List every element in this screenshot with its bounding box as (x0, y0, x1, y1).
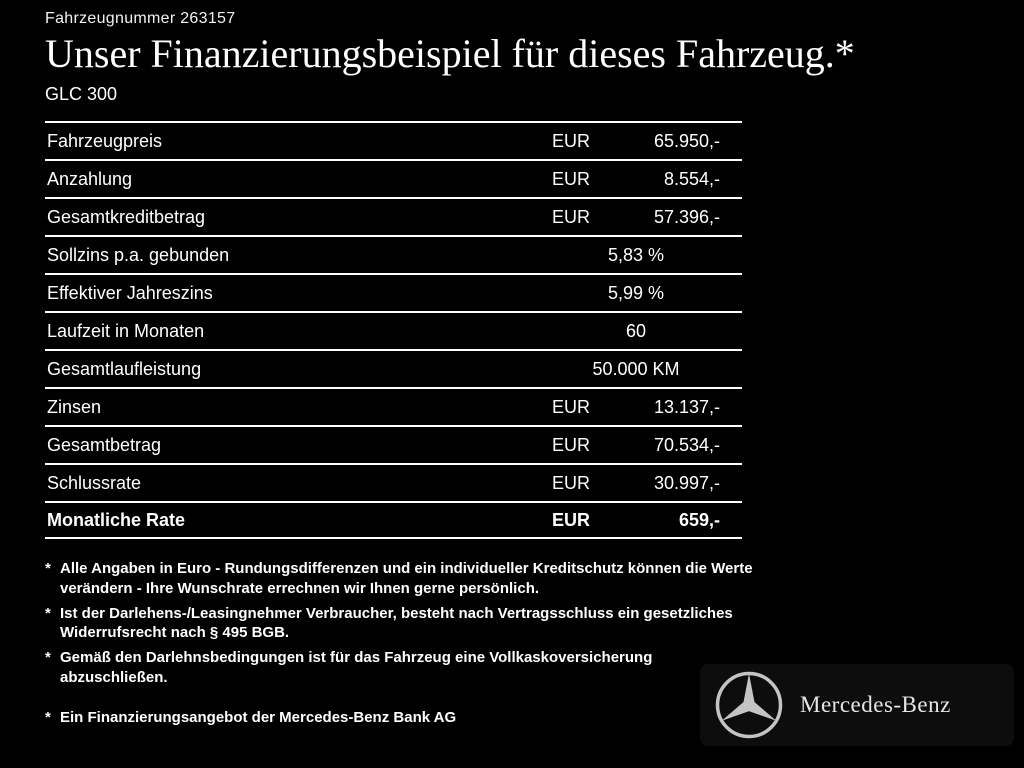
row-value: 65.950,- (653, 130, 720, 151)
row-value: 5,99 % (607, 282, 665, 303)
row-amount: 60 (552, 321, 720, 342)
page-title: Unser Finanzierungsbeispiel für dieses F… (45, 31, 855, 76)
table-row: Zinsen EUR 13.137,- (45, 387, 742, 425)
row-unit: EUR (552, 206, 591, 227)
footnote: * Ist der Darlehens-/Leasingnehmer Verbra… (45, 604, 760, 644)
footnotes-list: * Alle Angaben in Euro - Rundungsdifferen… (45, 559, 760, 688)
row-unit: EUR (552, 472, 591, 493)
row-unit: EUR (552, 396, 591, 417)
bank-note-wrap: * Ein Finanzierungsangebot der Mercedes-… (45, 708, 760, 728)
row-amount: EUR 30.997,- (552, 473, 720, 494)
row-unit: EUR (552, 509, 591, 530)
row-value: 50.000 KM (592, 358, 680, 379)
row-amount: EUR 8.554,- (552, 169, 720, 190)
row-value: 60 (625, 320, 647, 341)
row-label: Gesamtlaufleistung (47, 358, 202, 379)
row-value: 70.534,- (653, 434, 720, 455)
brand-block: Mercedes-Benz (700, 664, 1014, 746)
row-amount: 5,83 % (552, 245, 720, 266)
footnote-marker: * (45, 604, 51, 622)
row-label: Gesamtbetrag (47, 434, 162, 455)
mercedes-star-icon (715, 671, 783, 739)
bank-note-text: Ein Finanzierungsangebot der Mercedes-Be… (60, 708, 457, 726)
table-row: Gesamtbetrag EUR 70.534,- (45, 425, 742, 463)
row-label: Sollzins p.a. gebunden (47, 244, 230, 265)
row-amount: EUR 57.396,- (552, 207, 720, 228)
table-row: Laufzeit in Monaten 60 (45, 311, 742, 349)
row-unit: EUR (552, 168, 591, 189)
row-value: 30.997,- (653, 472, 720, 493)
table-row: Fahrzeugpreis EUR 65.950,- (45, 121, 742, 159)
row-amount: EUR 659,- (552, 510, 720, 531)
table-row: Gesamtkreditbetrag EUR 57.396,- (45, 197, 742, 235)
row-amount: 50.000 KM (552, 359, 720, 380)
footnote: * Gemäß den Darlehnsbedingungen ist für d… (45, 648, 760, 688)
row-unit: EUR (552, 434, 591, 455)
brand-name: Mercedes-Benz (800, 692, 951, 717)
row-label: Effektiver Jahreszins (47, 282, 213, 303)
row-label: Monatliche Rate (47, 509, 186, 530)
row-value: 659,- (678, 509, 720, 530)
finance-table: Fahrzeugpreis EUR 65.950,- Anzahlung EUR 8.55… (45, 121, 742, 539)
row-label: Laufzeit in Monaten (47, 320, 205, 341)
row-label: Schlussrate (47, 472, 142, 493)
footnote: * Alle Angaben in Euro - Rundungsdifferen… (45, 559, 760, 599)
footnote-marker: * (45, 708, 51, 726)
row-label: Fahrzeugpreis (47, 130, 163, 151)
footnote-marker: * (45, 560, 51, 577)
row-unit: EUR (552, 130, 591, 151)
row-label: Anzahlung (47, 168, 133, 189)
footnote-text: Ist der Darlehens-/Leasingnehmer Verbrau… (60, 604, 733, 642)
row-value: 13.137,- (653, 396, 720, 417)
row-value: 8.554,- (663, 168, 720, 189)
table-row: Monatliche Rate EUR 659,- (45, 501, 742, 539)
footnote-text: Alle Angaben in Euro - Rundungsdifferenz… (60, 560, 753, 597)
table-row: Schlussrate EUR 30.997,- (45, 463, 742, 501)
table-row: Effektiver Jahreszins 5,99 % (45, 273, 742, 311)
row-amount: EUR 65.950,- (552, 131, 720, 152)
vehicle-model: GLC 300 (45, 84, 118, 104)
table-row: Gesamtlaufleistung 50.000 KM (45, 349, 742, 387)
table-row: Sollzins p.a. gebunden 5,83 % (45, 235, 742, 273)
row-amount: EUR 70.534,- (552, 435, 720, 456)
finance-page: Fahrzeugnummer 263157 Unser Finanzierung… (45, 10, 855, 728)
row-amount: 5,99 % (552, 283, 720, 304)
footnote-marker: * (45, 649, 51, 667)
row-label: Gesamtkreditbetrag (47, 206, 206, 227)
row-amount: EUR 13.137,- (552, 397, 720, 418)
bank-note: * Ein Finanzierungsangebot der Mercedes-… (45, 708, 760, 728)
row-value: 5,83 % (607, 244, 665, 265)
footnote-text: Gemäß den Darlehnsbedingungen ist für da… (60, 649, 653, 686)
vehicle-number: Fahrzeugnummer 263157 (45, 10, 236, 27)
table-row: Anzahlung EUR 8.554,- (45, 159, 742, 197)
row-value: 57.396,- (653, 206, 720, 227)
row-label: Zinsen (47, 396, 102, 417)
